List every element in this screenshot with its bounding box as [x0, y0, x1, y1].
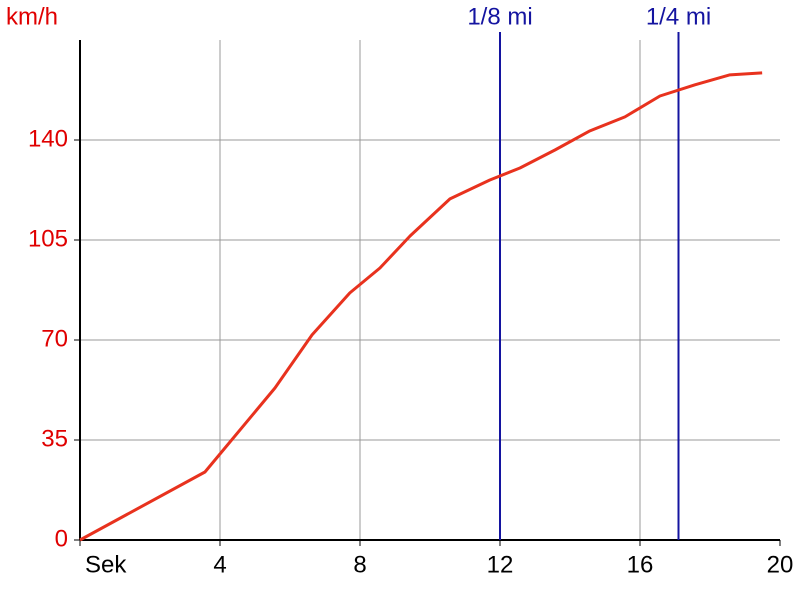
x-tick-label: Sek [85, 551, 127, 578]
y-tick-label: 140 [28, 125, 68, 152]
y-tick-label: 105 [28, 225, 68, 252]
y-tick-label: 0 [55, 525, 68, 552]
x-tick-label: 16 [627, 551, 654, 578]
y-axis-title: km/h [6, 3, 58, 30]
y-tick-label: 70 [41, 325, 68, 352]
distance-marker-label: 1/8 mi [467, 3, 532, 30]
speed-line [79, 71, 763, 542]
x-tick-label: 4 [213, 551, 226, 578]
x-tick-label: 8 [353, 551, 366, 578]
y-tick-label: 35 [41, 425, 68, 452]
x-tick-label: 20 [767, 551, 794, 578]
x-tick-label: 12 [487, 551, 514, 578]
distance-marker-label: 1/4 mi [646, 3, 711, 30]
